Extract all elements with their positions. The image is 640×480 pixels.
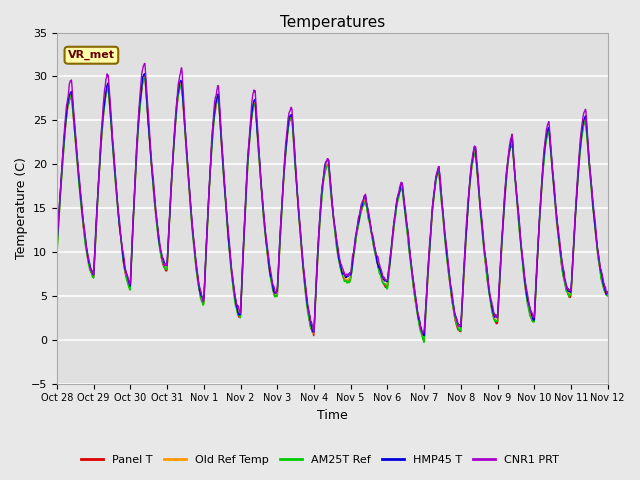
HMP45 T xyxy=(237,292,245,298)
AM25T Ref xyxy=(53,252,61,257)
CNR1 PRT xyxy=(419,330,426,336)
AM25T Ref xyxy=(237,294,245,300)
Line: CNR1 PRT: CNR1 PRT xyxy=(57,63,608,333)
Panel T xyxy=(419,332,426,337)
Panel T xyxy=(140,74,148,80)
Old Ref Temp xyxy=(141,72,148,78)
HMP45 T xyxy=(141,71,148,76)
AM25T Ref xyxy=(140,75,148,81)
Panel T xyxy=(540,167,547,172)
Old Ref Temp xyxy=(237,292,245,298)
Panel T xyxy=(176,83,184,88)
Panel T xyxy=(420,338,428,344)
AM25T Ref xyxy=(420,339,428,345)
AM25T Ref xyxy=(540,168,547,174)
CNR1 PRT xyxy=(237,287,245,293)
X-axis label: Time: Time xyxy=(317,409,348,422)
AM25T Ref xyxy=(604,293,612,299)
HMP45 T xyxy=(491,313,499,319)
HMP45 T xyxy=(53,243,61,249)
CNR1 PRT xyxy=(419,329,426,335)
Old Ref Temp xyxy=(420,334,428,339)
Panel T xyxy=(163,268,170,274)
Old Ref Temp xyxy=(604,292,612,298)
Line: Old Ref Temp: Old Ref Temp xyxy=(57,75,608,336)
CNR1 PRT xyxy=(491,312,499,317)
Old Ref Temp xyxy=(163,265,170,271)
Old Ref Temp xyxy=(176,83,184,89)
Title: Temperatures: Temperatures xyxy=(280,15,385,30)
AM25T Ref xyxy=(176,86,184,92)
CNR1 PRT xyxy=(604,289,612,295)
Old Ref Temp xyxy=(540,164,547,170)
CNR1 PRT xyxy=(53,242,61,248)
Line: HMP45 T: HMP45 T xyxy=(57,73,608,336)
Line: AM25T Ref: AM25T Ref xyxy=(57,78,608,342)
HMP45 T xyxy=(163,262,170,267)
CNR1 PRT xyxy=(141,60,148,66)
Old Ref Temp xyxy=(491,314,499,320)
Panel T xyxy=(53,249,61,255)
CNR1 PRT xyxy=(540,159,547,165)
HMP45 T xyxy=(420,333,428,338)
Panel T xyxy=(491,316,499,322)
HMP45 T xyxy=(419,328,426,334)
Line: Panel T: Panel T xyxy=(57,77,608,341)
AM25T Ref xyxy=(419,333,426,339)
HMP45 T xyxy=(176,80,184,86)
Old Ref Temp xyxy=(53,248,61,253)
Panel T xyxy=(604,293,612,299)
Panel T xyxy=(237,293,245,299)
CNR1 PRT xyxy=(163,261,170,267)
AM25T Ref xyxy=(491,317,499,323)
AM25T Ref xyxy=(163,267,170,273)
CNR1 PRT xyxy=(176,72,184,78)
Text: VR_met: VR_met xyxy=(68,50,115,60)
Legend: Panel T, Old Ref Temp, AM25T Ref, HMP45 T, CNR1 PRT: Panel T, Old Ref Temp, AM25T Ref, HMP45 … xyxy=(77,451,563,469)
Y-axis label: Temperature (C): Temperature (C) xyxy=(15,157,28,259)
Old Ref Temp xyxy=(419,330,426,336)
HMP45 T xyxy=(540,163,547,168)
HMP45 T xyxy=(604,289,612,295)
